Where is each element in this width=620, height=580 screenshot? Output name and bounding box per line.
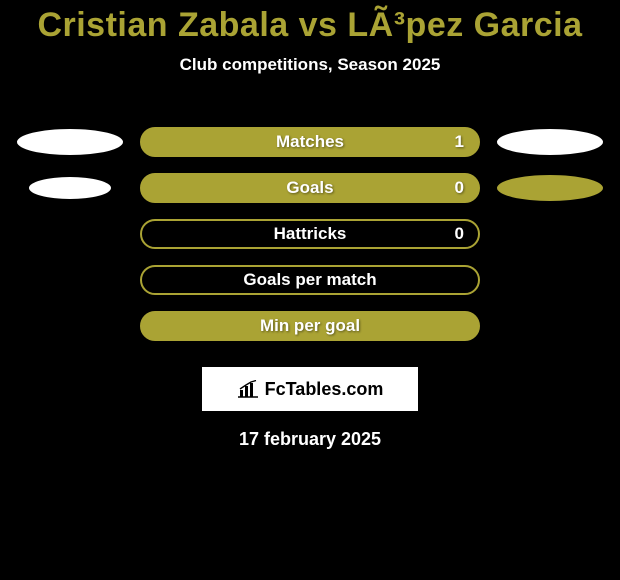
stat-row: Goals 0 bbox=[0, 165, 620, 211]
stat-label: Min per goal bbox=[260, 316, 360, 336]
date-text: 17 february 2025 bbox=[0, 429, 620, 450]
source-logo: FcTables.com bbox=[202, 367, 418, 411]
left-indicator bbox=[0, 129, 140, 155]
stat-bar: Goals per match bbox=[140, 265, 480, 295]
left-indicator bbox=[0, 177, 140, 199]
subtitle: Club competitions, Season 2025 bbox=[0, 55, 620, 75]
stat-bar: Goals 0 bbox=[140, 173, 480, 203]
stat-row: Matches 1 bbox=[0, 119, 620, 165]
ellipse-icon bbox=[497, 129, 603, 155]
stat-label: Hattricks bbox=[274, 224, 347, 244]
stat-bar: Min per goal bbox=[140, 311, 480, 341]
stat-bar: Hattricks 0 bbox=[140, 219, 480, 249]
logo-text: FcTables.com bbox=[265, 379, 384, 400]
bar-chart-icon bbox=[237, 380, 259, 398]
stat-value: 0 bbox=[455, 224, 464, 244]
right-indicator bbox=[480, 129, 620, 155]
ellipse-icon bbox=[29, 177, 111, 199]
stat-label: Goals per match bbox=[243, 270, 376, 290]
stats-rows: Matches 1 Goals 0 Hattricks 0 Goals per match M… bbox=[0, 119, 620, 349]
ellipse-icon bbox=[497, 175, 603, 201]
stat-value: 0 bbox=[455, 178, 464, 198]
page-title: Cristian Zabala vs LÃ³pez Garcia bbox=[0, 0, 620, 45]
stat-bar: Matches 1 bbox=[140, 127, 480, 157]
ellipse-icon bbox=[17, 129, 123, 155]
right-indicator bbox=[480, 175, 620, 201]
stat-row: Goals per match bbox=[0, 257, 620, 303]
stat-row: Hattricks 0 bbox=[0, 211, 620, 257]
stat-label: Matches bbox=[276, 132, 344, 152]
stat-value: 1 bbox=[455, 132, 464, 152]
stat-label: Goals bbox=[286, 178, 333, 198]
stat-row: Min per goal bbox=[0, 303, 620, 349]
